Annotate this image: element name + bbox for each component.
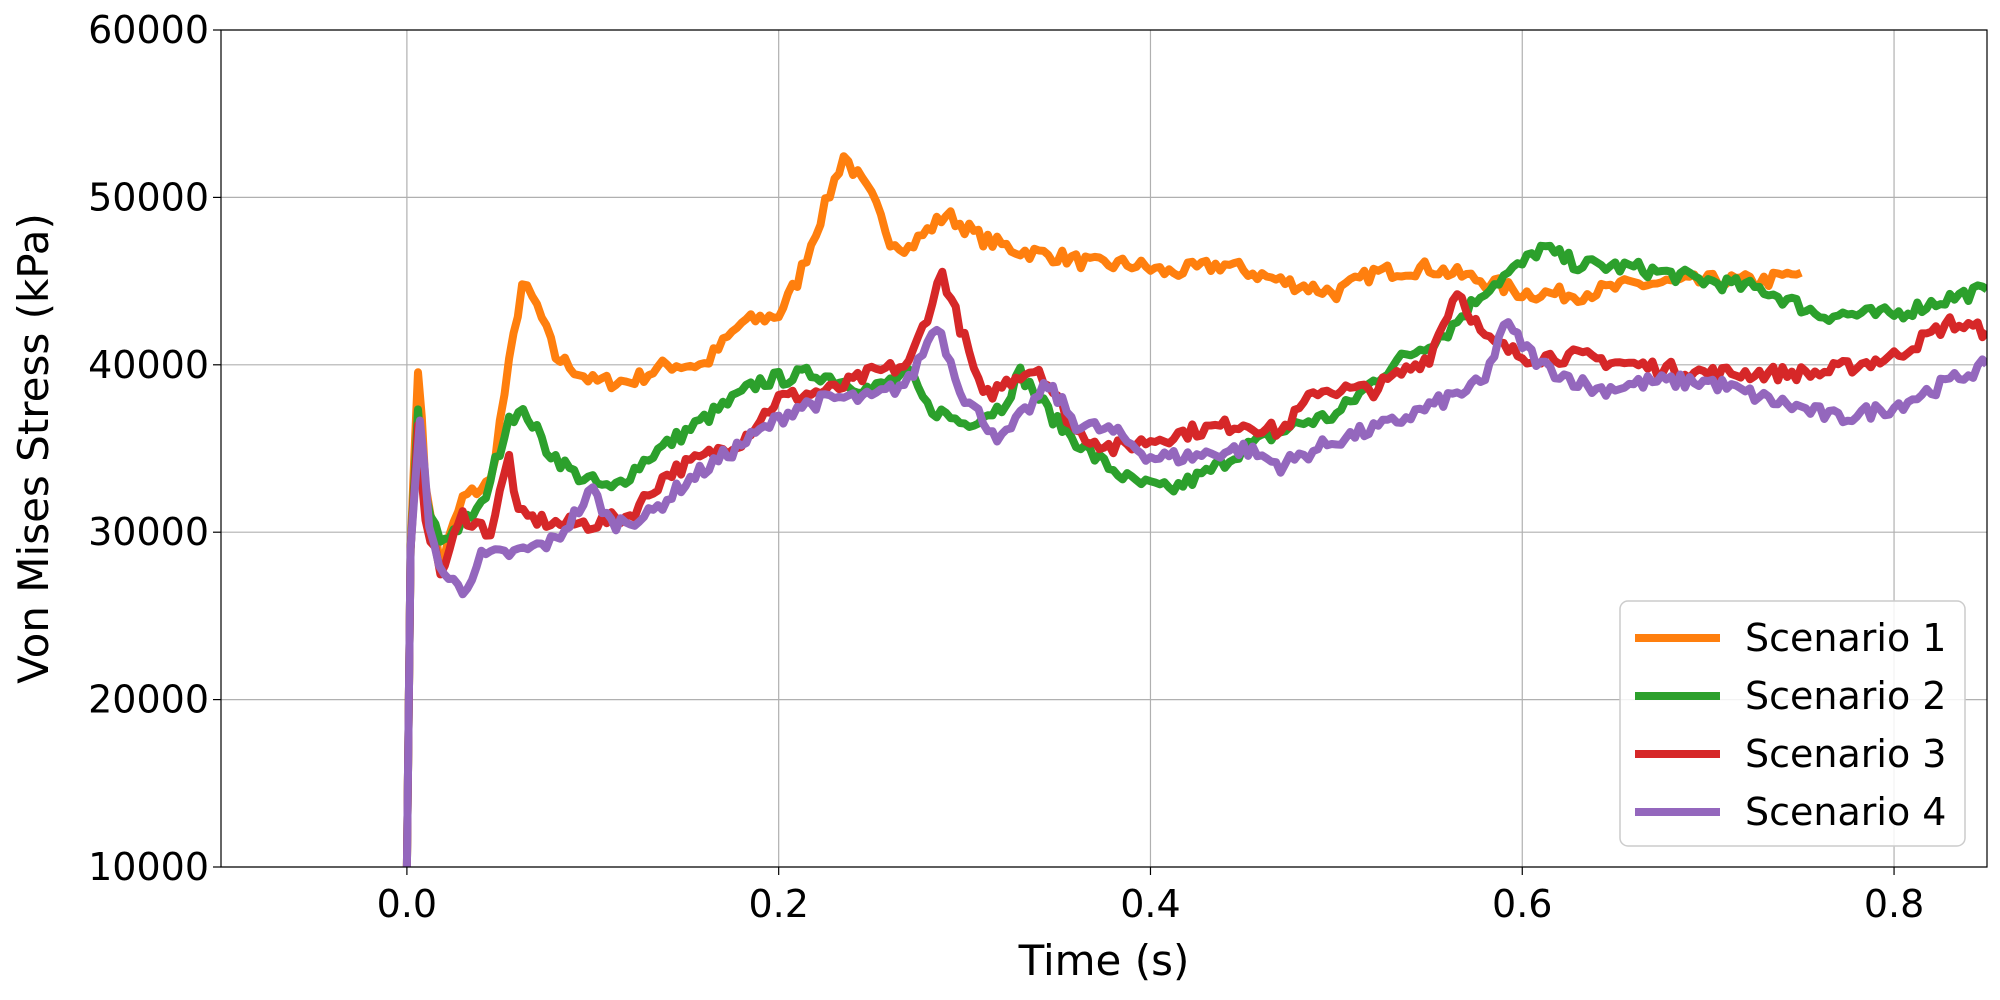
- legend-label: Scenario 4: [1745, 790, 1946, 834]
- y-tick-label: 40000: [88, 343, 209, 387]
- legend-label: Scenario 1: [1745, 616, 1946, 660]
- x-tick-label: 0.8: [1864, 882, 1924, 926]
- series-line-3: [402, 267, 1987, 867]
- y-tick-label: 60000: [88, 8, 209, 52]
- y-tick-label: 10000: [88, 845, 209, 889]
- plot-frame: [220, 29, 1988, 868]
- y-tick-label: 50000: [88, 175, 209, 219]
- y-tick-label: 30000: [88, 510, 209, 554]
- series-layer: [402, 152, 1987, 867]
- y-tick-label: 20000: [88, 678, 209, 722]
- series-line-1: [402, 152, 1803, 867]
- y-axis-label: Von Mises Stress (kPa): [9, 213, 58, 684]
- y-axis-ticks: 10000 20000 30000 40000 50000 60000: [88, 8, 221, 889]
- x-tick-label: 0.2: [748, 882, 808, 926]
- series-line-2: [402, 241, 1987, 867]
- legend-label: Scenario 2: [1745, 674, 1946, 718]
- x-tick-label: 0.0: [377, 882, 437, 926]
- series-line-4: [402, 318, 1987, 867]
- x-axis-label: Time (s): [1018, 936, 1190, 985]
- x-tick-label: 0.4: [1120, 882, 1180, 926]
- x-tick-label: 0.6: [1492, 882, 1552, 926]
- legend-box: [1619, 600, 1966, 847]
- legend-label: Scenario 3: [1745, 732, 1946, 776]
- x-axis-ticks: 0.0 0.2 0.4 0.6 0.8: [377, 867, 1924, 926]
- legend: Scenario 1 Scenario 2 Scenario 3 Scenario 4: [1619, 600, 1966, 847]
